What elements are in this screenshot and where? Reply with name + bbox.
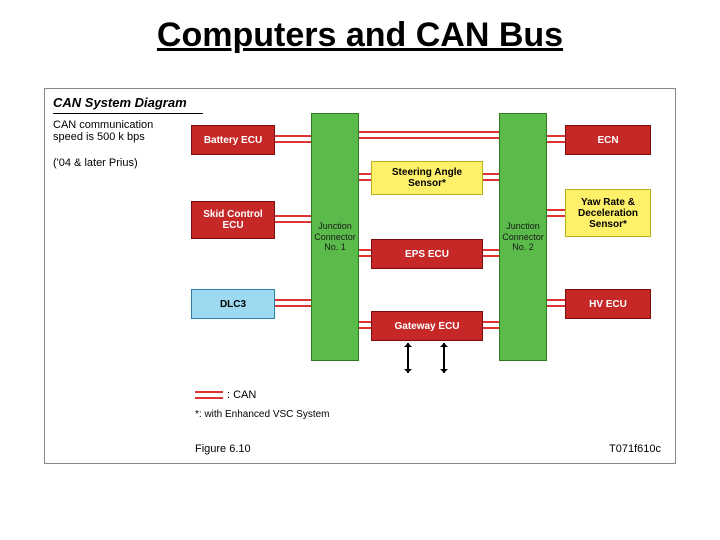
dlc3-node: DLC3	[191, 289, 275, 319]
note-line-2: speed is 500 k bps	[53, 131, 145, 143]
can-line-swatch-icon	[195, 391, 223, 399]
gateway-arrow-2-icon	[443, 343, 445, 373]
can-bus-line	[483, 173, 499, 181]
can-bus-line	[483, 321, 499, 329]
gateway-ecu-node: Gateway ECU	[371, 311, 483, 341]
yaw-rate-sensor-node: Yaw Rate & Deceleration Sensor*	[565, 189, 651, 237]
junction2-label-2: Connector	[500, 232, 546, 243]
can-bus-line	[547, 209, 565, 217]
title-underline	[53, 113, 203, 114]
eps-ecu-node: EPS ECU	[371, 239, 483, 269]
can-bus-line	[483, 249, 499, 257]
junction1-label-2: Connector	[312, 232, 358, 243]
junction1-label-3: No. 1	[312, 242, 358, 253]
gateway-arrow-1-icon	[407, 343, 409, 373]
junction-connector-1: Junction Connector No. 1	[311, 113, 359, 361]
ecn-node: ECN	[565, 125, 651, 155]
junction2-label-1: Junction	[500, 221, 546, 232]
junction2-label-3: No. 2	[500, 242, 546, 253]
can-bus-line	[275, 135, 311, 143]
can-bus-line	[275, 215, 311, 223]
junction-connector-2: Junction Connector No. 2	[499, 113, 547, 361]
hv-ecu-node: HV ECU	[565, 289, 651, 319]
can-bus-line	[359, 131, 499, 139]
slide-title: Computers and CAN Bus	[0, 0, 720, 63]
skid-control-ecu-node: Skid Control ECU	[191, 201, 275, 239]
note-line-1: CAN communication	[53, 119, 153, 131]
legend-can-label: : CAN	[227, 389, 256, 401]
diagram-title: CAN System Diagram	[53, 95, 187, 110]
battery-ecu-node: Battery ECU	[191, 125, 275, 155]
vsc-footnote: *: with Enhanced VSC System	[195, 409, 330, 420]
steering-sensor-node: Steering Angle Sensor*	[371, 161, 483, 195]
junction1-label-1: Junction	[312, 221, 358, 232]
figure-number: Figure 6.10	[195, 443, 251, 455]
figure-frame: CAN System Diagram CAN communication spe…	[44, 88, 676, 464]
can-bus-line	[547, 299, 565, 307]
can-bus-line	[275, 299, 311, 307]
can-bus-line	[547, 135, 565, 143]
legend-can: : CAN	[195, 389, 256, 401]
can-speed-note: CAN communication speed is 500 k bps	[53, 119, 153, 143]
prius-note: ('04 & later Prius)	[53, 157, 138, 169]
figure-code: T071f610c	[609, 443, 661, 455]
